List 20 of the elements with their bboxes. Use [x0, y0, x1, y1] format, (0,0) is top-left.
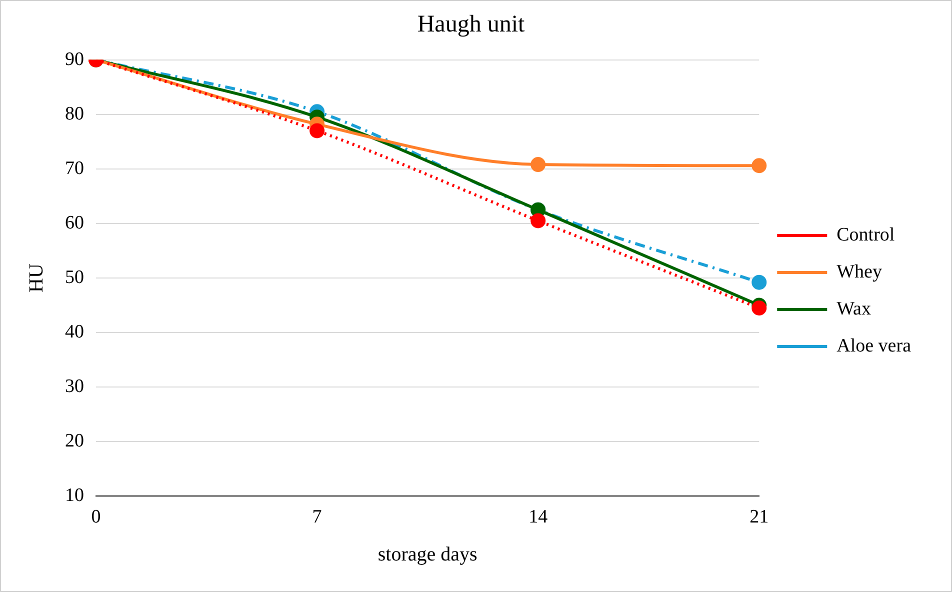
chart-title: Haugh unit [417, 12, 525, 38]
y-tick-label: 50 [65, 266, 84, 288]
y-tick-label: 60 [65, 212, 84, 234]
y-axis-title: HU [25, 263, 48, 292]
y-tick-label: 80 [65, 103, 84, 124]
y-tick-label: 40 [65, 322, 84, 343]
legend-label: Aloe vera [836, 335, 912, 356]
x-axis-title: storage days [378, 543, 478, 566]
x-tick-label: 7 [312, 506, 322, 528]
y-tick-label: 90 [65, 48, 84, 70]
x-tick-label: 0 [91, 506, 101, 528]
y-tick-label: 30 [65, 376, 84, 398]
y-tick-label: 20 [65, 430, 84, 452]
legend-label: Wax [836, 298, 872, 320]
legend-label: Control [836, 224, 895, 246]
y-tick-label: 10 [65, 485, 84, 506]
legend-label: Whey [836, 261, 882, 282]
x-tick-label: 14 [528, 506, 548, 528]
y-tick-label: 70 [65, 158, 84, 179]
x-tick-label: 21 [750, 506, 769, 528]
